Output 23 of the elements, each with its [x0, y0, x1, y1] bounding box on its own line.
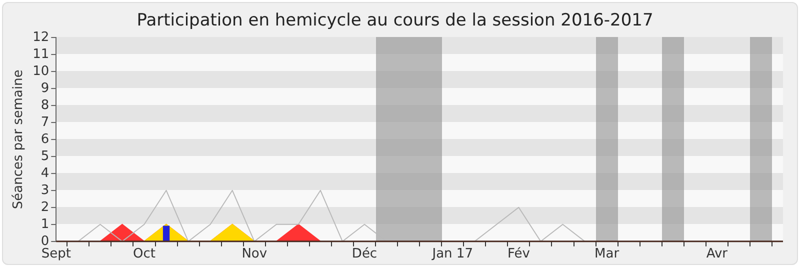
y-tick-label: 4: [40, 166, 50, 181]
x-tick-label: Jan 17: [431, 246, 473, 262]
y-tick-label: 8: [40, 98, 50, 113]
x-tick-label: Fév: [507, 246, 530, 262]
y-tick-label: 12: [32, 30, 50, 45]
y-tick-label: 0: [40, 234, 50, 249]
x-tick-label: Nov: [242, 246, 268, 262]
y-tick-label: 6: [40, 132, 50, 147]
y-axis-title: Séances par semaine: [11, 70, 26, 210]
x-tick-label: Mar: [594, 246, 620, 262]
y-tick-label: 11: [32, 46, 50, 62]
y-tick-label: 7: [40, 114, 50, 130]
y-tick-label: 2: [40, 200, 50, 215]
x-tick-label: Avr: [706, 246, 728, 262]
chart-title: Participation en hemicycle au cours de la session 2016-2017: [136, 10, 654, 31]
x-tick-label: Sept: [41, 246, 71, 262]
y-tick-label: 3: [40, 182, 50, 198]
y-tick-label: 1: [40, 216, 50, 232]
x-tick-label: Oct: [133, 246, 156, 262]
x-tick-label: Déc: [352, 246, 378, 262]
y-tick-label: 5: [40, 148, 50, 164]
y-tick-label: 10: [32, 64, 50, 79]
y-tick-label: 9: [40, 80, 50, 96]
